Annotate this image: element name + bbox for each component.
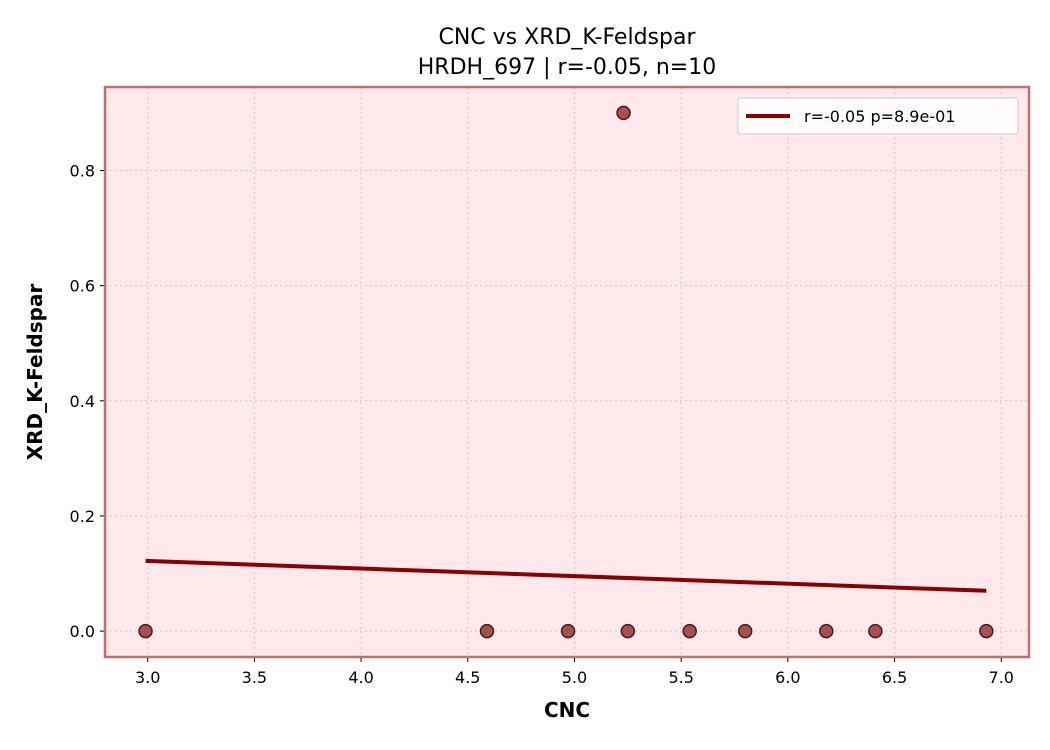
fit-line [145,558,987,593]
x-tick-label: 7.0 [989,668,1014,687]
data-point [868,623,883,639]
y-tick-label: 0.8 [70,161,95,180]
data-point [138,623,153,639]
x-tick-label: 5.5 [668,668,693,687]
x-tick-label: 3.5 [242,668,267,687]
y-axis-label: XRD_K-Feldspar [23,284,47,461]
chart-subtitle: HRDH_697 | r=-0.05, n=10 [418,55,716,80]
chart-title: CNC vs XRD_K-Feldspar [438,25,696,50]
grid-lines [105,87,1029,657]
plot-frame [103,85,1031,659]
legend-box [737,97,1019,135]
data-point [560,623,576,639]
data-point [682,623,697,639]
x-tick-label: 3.0 [135,668,160,687]
x-tick-label: 4.5 [455,668,480,687]
legend-label: r=-0.05 p=8.9e-01 [804,107,955,126]
data-point [737,623,753,639]
x-tick-label: 6.0 [775,668,800,687]
x-axis-ticks: 3.0 3.5 4.0 4.5 5.0 5.5 6.0 6.5 7.0 [135,657,1014,687]
y-axis-ticks: 0.0 0.2 0.4 0.6 0.8 [70,161,105,641]
data-point [616,105,631,121]
x-tick-label: 5.0 [562,668,587,687]
plot-area [105,87,1029,657]
data-point [819,623,834,639]
y-tick-label: 0.0 [70,622,95,641]
data-point [479,623,495,639]
fit-line-layer [145,558,987,593]
legend: r=-0.05 p=8.9e-01 [737,97,1019,135]
x-axis-label: CNC [544,698,590,722]
y-tick-label: 0.4 [70,392,95,411]
x-tick-label: 4.0 [348,668,373,687]
y-tick-label: 0.6 [70,277,95,296]
data-point [979,623,994,639]
data-points [138,105,994,639]
y-tick-label: 0.2 [70,507,95,526]
x-tick-label: 6.5 [882,668,907,687]
data-point [620,623,636,639]
